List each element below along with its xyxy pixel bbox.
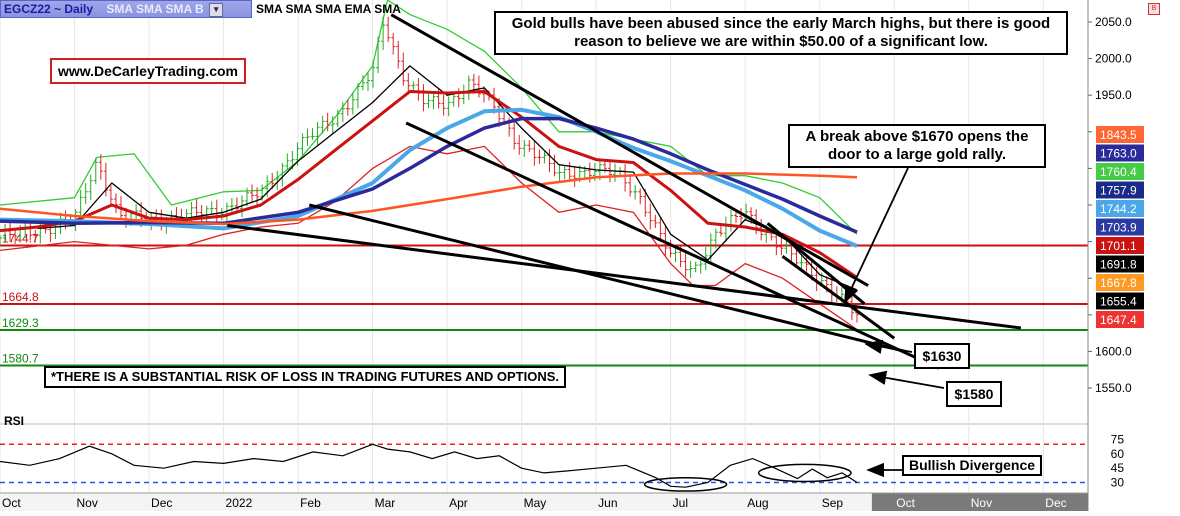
note-break: A break above $1670 opens the door to a …	[788, 124, 1046, 168]
rsi-tick-label-1: 45	[1111, 461, 1125, 475]
note-top: Gold bulls have been abused since the ea…	[494, 11, 1068, 55]
axis-tag-label-9: 1655.4	[1100, 295, 1137, 309]
axis-tag-2	[1096, 163, 1144, 180]
axis-tag-label-6: 1701.1	[1100, 239, 1137, 253]
axis-tag-8	[1096, 274, 1144, 291]
annotation-arrow-0	[844, 167, 909, 304]
axis-tag-6	[1096, 237, 1144, 254]
axis-tag-label-7: 1691.8	[1100, 258, 1137, 272]
axis-tag-3	[1096, 181, 1144, 199]
rsi-title: RSI	[4, 414, 25, 428]
studies-label[interactable]: SMA SMA SMA EMA SMA	[256, 2, 401, 16]
disclaimer: *THERE IS A SUBSTANTIAL RISK OF LOSS IN …	[44, 366, 566, 388]
moving-averages	[0, 65, 858, 291]
price-tick-label-9: 2000.0	[1095, 52, 1132, 66]
axis-tag-label-3: 1757.9	[1100, 184, 1137, 198]
time-tick-label-1: Nov	[77, 496, 98, 510]
rsi-tick-label-2: 60	[1111, 447, 1125, 461]
level-label-2: 1629.3	[2, 316, 39, 330]
time-tick-label-14: Dec	[1045, 496, 1066, 510]
trendline-2	[405, 121, 940, 370]
axis-tag-9	[1096, 292, 1144, 310]
time-tick-label-12: Oct	[896, 496, 915, 510]
axis-tag-label-5: 1703.9	[1100, 221, 1137, 235]
time-tick-label-5: Mar	[375, 496, 396, 510]
label-1580: $1580	[946, 381, 1002, 407]
studies-dim: SMA SMA SMA B	[106, 2, 204, 16]
level-label-3: 1580.7	[2, 352, 39, 366]
rsi-panel	[0, 443, 1088, 492]
axis-tag-label-1: 1763.0	[1100, 147, 1137, 161]
time-tick-label-2: Dec	[151, 496, 172, 510]
axis-tag-4	[1096, 200, 1144, 217]
trendlines	[227, 13, 1022, 370]
time-axis-strip	[0, 493, 1088, 511]
trendline-0	[227, 224, 1022, 330]
axis-tag-0	[1096, 126, 1144, 143]
label-1630: $1630	[914, 343, 970, 369]
annotation-arrow-1	[864, 339, 913, 354]
axis-tag-10	[1096, 311, 1144, 328]
price-tick-label-10: 2050.0	[1095, 15, 1132, 29]
time-tick-label-10: Aug	[747, 496, 768, 510]
symbol-bar[interactable]: EGCZ22 ~ Daily SMA SMA SMA B ▾	[0, 0, 252, 18]
time-tick-label-0: Oct	[2, 496, 21, 510]
rsi-tick-label-0: 30	[1111, 475, 1125, 489]
axis-tag-label-8: 1667.8	[1100, 276, 1137, 290]
axis-tag-label-10: 1647.4	[1100, 313, 1137, 327]
panel-gap	[0, 410, 1088, 428]
divergence-label: Bullish Divergence	[902, 455, 1043, 476]
symbol-label: EGCZ22 ~ Daily	[4, 2, 94, 16]
divergence-ellipse-0	[643, 476, 728, 492]
trendline-3	[308, 203, 906, 353]
rsi-line	[0, 443, 858, 488]
axis-tag-1	[1096, 144, 1144, 162]
price-tick-label-1: 1600.0	[1095, 344, 1132, 358]
moving-average-sma_fast	[37, 65, 858, 291]
axis-tag-7	[1096, 255, 1144, 273]
annotation-arrows	[844, 167, 945, 478]
axis-tag-label-4: 1744.2	[1100, 202, 1137, 216]
rsi-tick-label-3: 75	[1111, 433, 1125, 447]
axis-tag-label-0: 1843.5	[1100, 128, 1137, 142]
time-tick-label-11: Sep	[822, 496, 844, 510]
time-axis-future	[871, 493, 1088, 511]
annotation-arrow-2	[868, 370, 945, 389]
website-label: www.DeCarleyTrading.com	[50, 58, 246, 84]
time-tick-label-9: Jul	[673, 496, 688, 510]
moving-average-sma_slow	[0, 172, 858, 226]
bollinger-band-1	[0, 145, 858, 331]
corner-icon[interactable]: B	[1148, 3, 1160, 15]
time-tick-label-3: 2022	[226, 496, 253, 510]
divergence-ellipse-1	[757, 463, 852, 483]
time-tick-label-7: May	[524, 496, 547, 510]
axis-tag-label-2: 1760.4	[1100, 165, 1137, 179]
bollinger-band-0	[0, 0, 858, 235]
price-tick-label-8: 1950.0	[1095, 88, 1132, 102]
chevron-down-icon[interactable]: ▾	[209, 2, 224, 17]
time-tick-label-13: Nov	[971, 496, 992, 510]
price-tick-label-0: 1550.0	[1095, 381, 1132, 395]
trendline-4	[781, 255, 896, 340]
bollinger-layer	[0, 0, 858, 331]
level-label-1: 1664.8	[2, 290, 39, 304]
time-tick-label-6: Apr	[449, 496, 468, 510]
moving-average-sma_red	[0, 90, 858, 279]
time-tick-label-4: Feb	[300, 496, 321, 510]
time-tick-label-8: Jun	[598, 496, 617, 510]
moving-average-sma_blue	[0, 107, 858, 248]
axis-tag-5	[1096, 218, 1144, 236]
